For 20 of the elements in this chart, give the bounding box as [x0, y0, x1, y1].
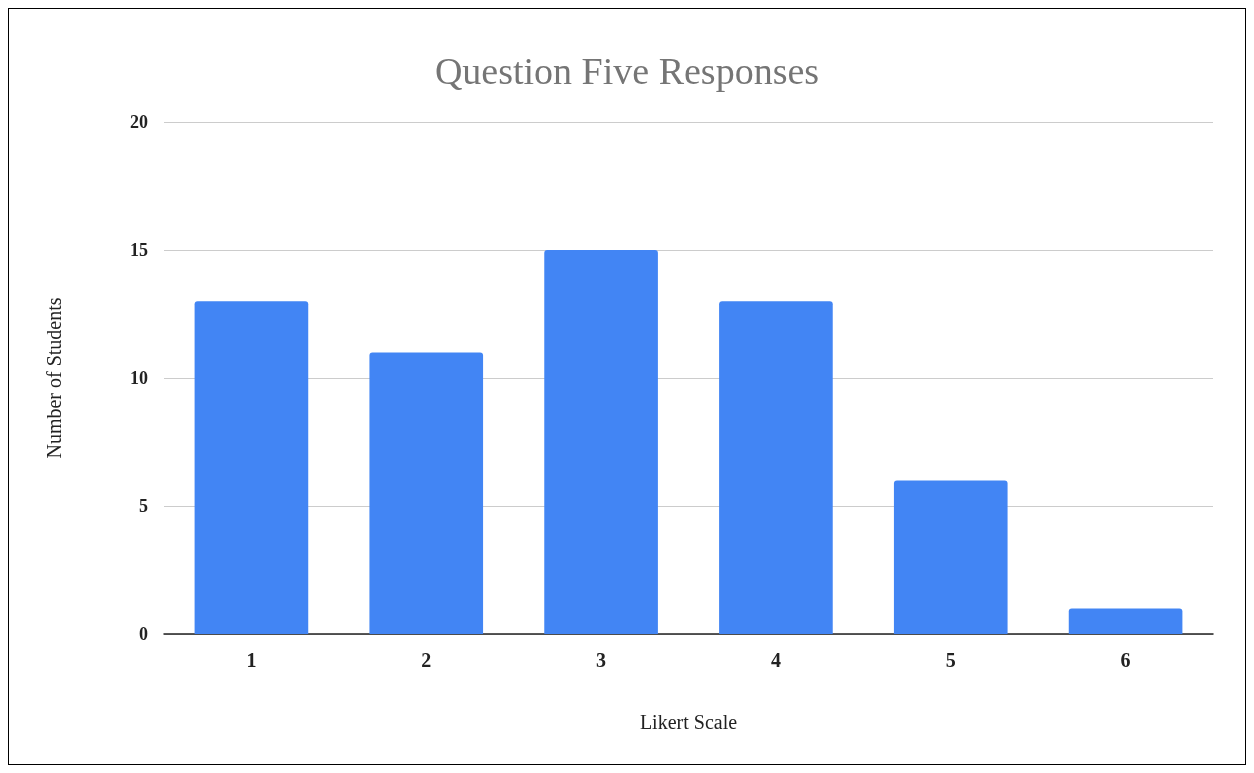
y-tick-label: 5 [139, 496, 148, 516]
bar [194, 301, 309, 634]
x-tick-label: 5 [945, 649, 956, 671]
x-tick-label: 2 [421, 649, 432, 671]
bar [719, 301, 833, 634]
y-tick-label: 0 [139, 624, 148, 644]
bar [544, 250, 658, 634]
x-tick-label: 4 [770, 649, 781, 671]
chart-title: Question Five Responses [434, 50, 820, 92]
y-tick-label: 20 [130, 112, 148, 132]
y-tick-label: 15 [130, 240, 148, 260]
bar [369, 352, 484, 634]
bar [893, 480, 1008, 634]
x-tick-label: 3 [596, 649, 607, 671]
x-tick-label: 6 [1120, 649, 1131, 671]
bar [1068, 608, 1183, 634]
x-tick-label: 1 [246, 649, 257, 671]
x-axis-title: Likert Scale [639, 711, 738, 733]
y-axis-title: Number of Students [43, 297, 65, 459]
y-tick-label: 10 [130, 368, 148, 388]
